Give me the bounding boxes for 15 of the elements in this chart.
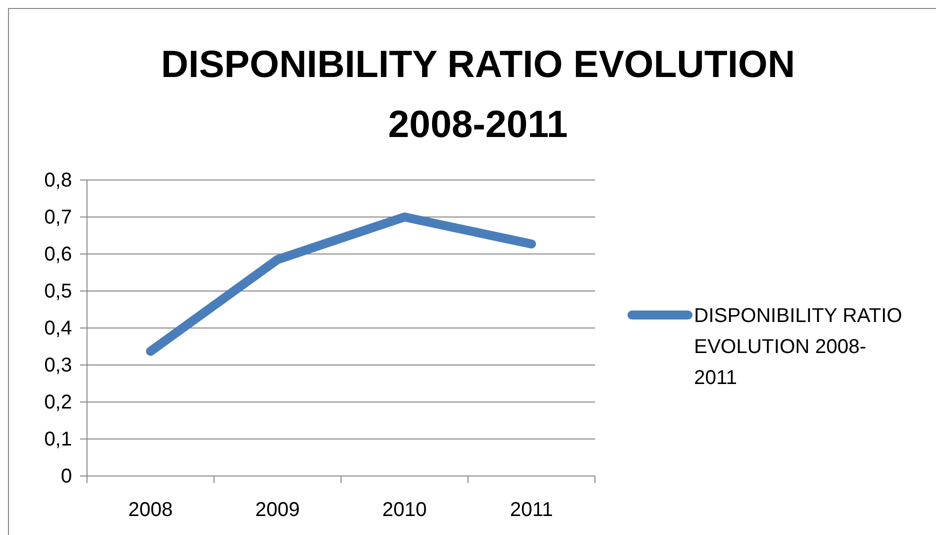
y-tick-label: 0,2 bbox=[44, 391, 72, 414]
y-tick-label: 0 bbox=[60, 465, 72, 488]
x-tick-label: 2010 bbox=[382, 499, 427, 522]
y-tick-label: 0,1 bbox=[44, 428, 72, 450]
y-tick-label: 0,3 bbox=[44, 354, 72, 376]
legend-label: DISPONIBILITY RATIO EVOLUTION 2008-2011 bbox=[694, 305, 902, 389]
x-tick-label: 2011 bbox=[510, 499, 554, 522]
y-tick-label: 0,5 bbox=[44, 280, 72, 302]
y-tick-label: 0,6 bbox=[44, 243, 72, 266]
x-tick-label: 2008 bbox=[128, 499, 173, 522]
x-tick-label: 2009 bbox=[255, 499, 300, 522]
y-tick-label: 0,7 bbox=[44, 206, 72, 228]
y-tick-label: 0,8 bbox=[44, 169, 72, 192]
y-tick-label: 0,4 bbox=[44, 317, 72, 340]
chart-title: DISPONIBILITY RATIO EVOLUTION 2008-2011 bbox=[160, 44, 796, 146]
